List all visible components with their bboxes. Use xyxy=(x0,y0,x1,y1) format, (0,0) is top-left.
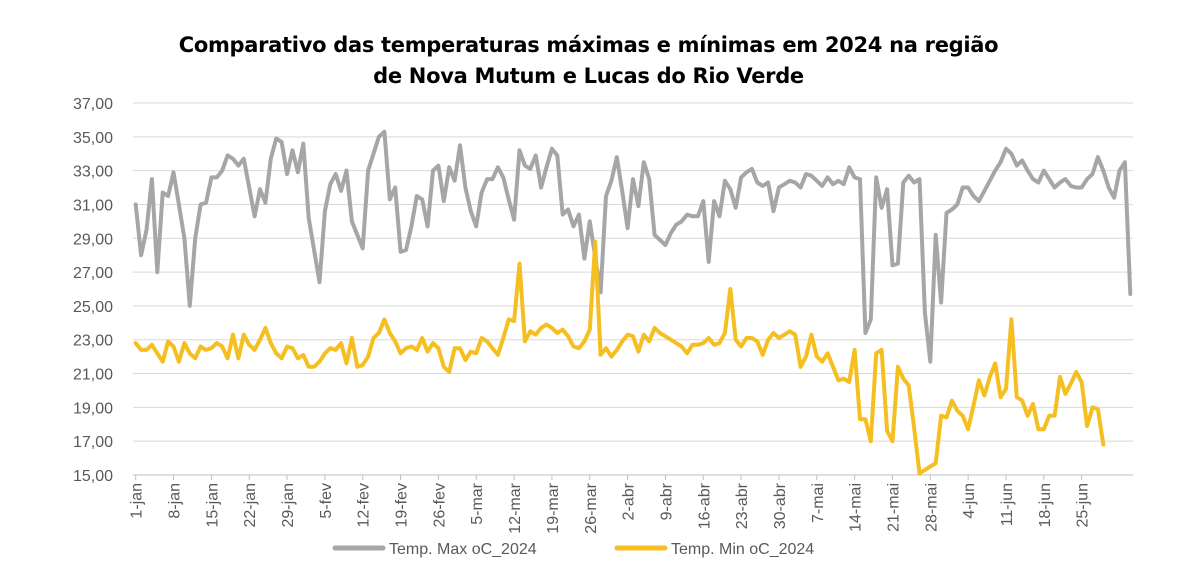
x-tick-label: 29-jan xyxy=(280,483,297,527)
x-tick-label: 11-jun xyxy=(999,483,1016,526)
series-line-min xyxy=(133,239,1106,476)
chart-title-line-1: Comparativo das temperaturas máximas e m… xyxy=(178,33,999,57)
x-tick-label: 16-abr xyxy=(696,482,713,529)
x-tick-label: 30-abr xyxy=(772,482,789,529)
x-tick-label: 12-fev xyxy=(356,483,373,527)
x-tick-label: 15-jan xyxy=(204,483,221,527)
x-tick-label: 19-fev xyxy=(394,483,411,527)
legend-label: Temp. Max oC_2024 xyxy=(389,541,537,558)
y-tick-label: 27,00 xyxy=(73,265,113,282)
x-tick-label: 21-mai xyxy=(885,483,902,532)
y-tick-label: 33,00 xyxy=(73,164,113,181)
y-tick-label: 15,00 xyxy=(73,468,113,485)
x-axis: 1-jan 8-jan 15-jan 22-jan 29-jan 5-fev 12-fev 1… xyxy=(129,474,1133,534)
x-tick-label: 25-jun xyxy=(1075,483,1092,527)
series-lines xyxy=(133,129,1133,476)
x-tick-label: 5-fev xyxy=(318,483,335,519)
x-tick-label: 4-jun xyxy=(961,483,978,519)
y-tick-label: 37,00 xyxy=(73,96,113,113)
legend-label: Temp. Min oC_2024 xyxy=(671,541,814,558)
series-line-max xyxy=(133,129,1133,364)
x-tick-label: 7-mai xyxy=(810,483,827,523)
x-tick-label: 26-fev xyxy=(431,483,448,527)
legend: Temp. Max oC_2024 Temp. Min oC_2024 xyxy=(332,541,814,558)
x-tick-label: 9-abr xyxy=(658,482,675,520)
chart-title: Comparativo das temperaturas máximas e m… xyxy=(0,30,1177,92)
x-tick-label: 12-mar xyxy=(507,482,524,533)
x-tick-label: 14-mai xyxy=(848,483,865,532)
y-axis: 15,00 17,00 19,00 21,00 23,00 25,00 27,00 29,00… xyxy=(73,96,113,485)
gridlines xyxy=(133,102,1133,476)
y-tick-label: 25,00 xyxy=(73,299,113,316)
y-tick-label: 17,00 xyxy=(73,434,113,451)
x-tick-label: 19-mar xyxy=(545,482,562,533)
x-tick-label: 22-jan xyxy=(242,483,259,527)
y-tick-label: 23,00 xyxy=(73,333,113,350)
y-tick-label: 19,00 xyxy=(73,400,113,417)
x-tick-label: 1-jan xyxy=(129,483,146,519)
x-tick-label: 8-jan xyxy=(167,483,184,519)
x-tick-label: 18-jun xyxy=(1037,483,1054,527)
chart-title-line-2: de Nova Mutum e Lucas do Rio Verde xyxy=(373,64,804,88)
y-tick-label: 21,00 xyxy=(73,367,113,384)
x-tick-label: 2-abr xyxy=(621,482,638,520)
y-tick-label: 29,00 xyxy=(73,231,113,248)
x-tick-label: 5-mar xyxy=(469,482,486,524)
y-tick-label: 31,00 xyxy=(73,197,113,214)
x-tick-label: 23-abr xyxy=(734,482,751,529)
x-tick-label: 26-mar xyxy=(583,482,600,533)
x-tick-label: 28-mai xyxy=(923,483,940,532)
y-tick-label: 35,00 xyxy=(73,130,113,147)
